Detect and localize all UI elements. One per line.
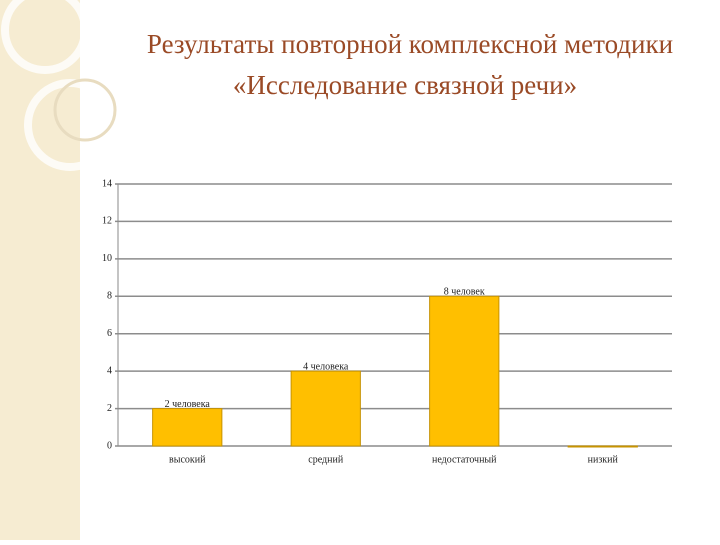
x-tick-label: недостаточный xyxy=(432,454,497,465)
y-tick-label: 2 xyxy=(107,403,112,414)
decor-circle xyxy=(53,78,117,142)
value-label: 4 человека xyxy=(303,361,349,372)
bar xyxy=(567,445,638,448)
x-tick-label: низкий xyxy=(588,454,619,465)
y-tick-label: 14 xyxy=(102,178,112,189)
y-tick-label: 8 xyxy=(107,291,112,302)
strip-bg xyxy=(0,0,80,540)
value-label: 2 человека xyxy=(165,399,211,410)
plot: 0 2 4 6 8 10 12 14 высокий 2 человека средний 4 чел… xyxy=(102,178,672,465)
y-tick-label: 0 xyxy=(107,440,112,451)
title-line: «Исследование связной речи» xyxy=(233,70,577,100)
x-tick-label: высокий xyxy=(169,454,206,465)
y-tick-label: 6 xyxy=(107,328,112,339)
decor-strip xyxy=(0,0,117,540)
y-tick-label: 4 xyxy=(107,365,112,376)
y-tick-label: 10 xyxy=(102,253,112,264)
bar xyxy=(290,370,361,447)
bar xyxy=(152,408,223,447)
y-tick-label: 12 xyxy=(102,216,112,227)
bar xyxy=(429,295,500,447)
title-line: Результаты повторной комплексной методик… xyxy=(147,29,673,59)
decor-circle xyxy=(1,0,89,74)
value-label: 8 человек xyxy=(444,287,485,298)
x-tick-label: средний xyxy=(308,454,344,465)
